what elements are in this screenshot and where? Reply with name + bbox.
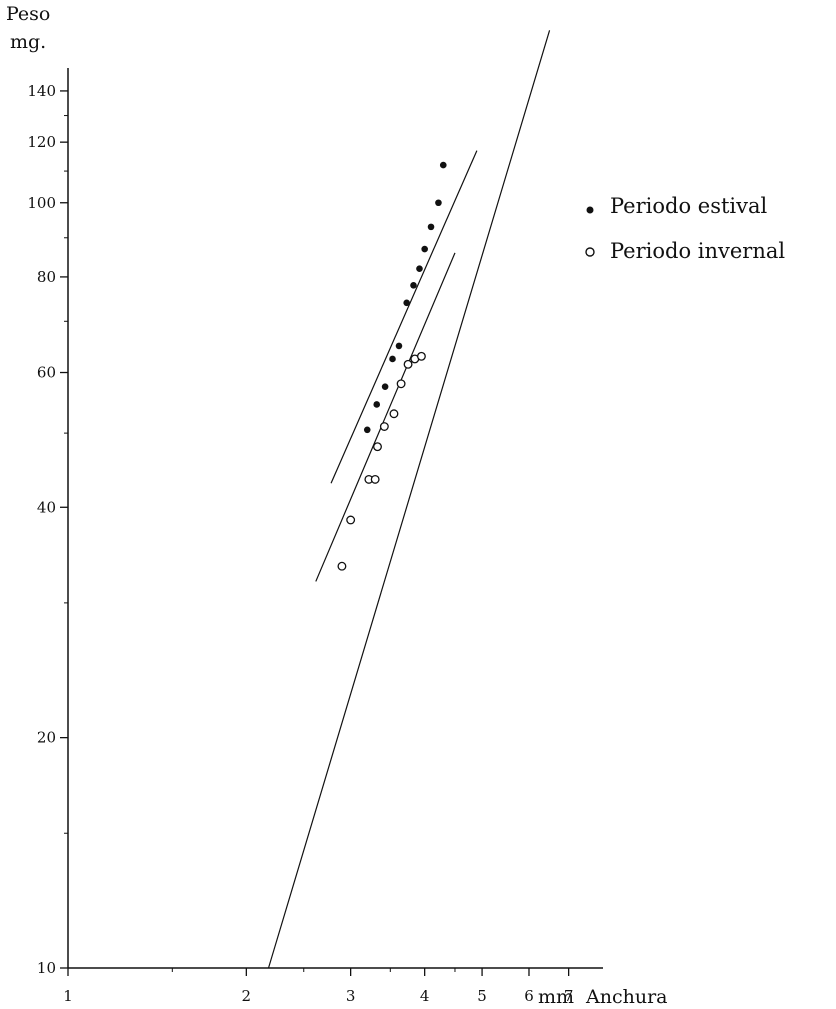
fit-line-0 [330,150,478,484]
legend-label-invernal: Periodo invernal [610,239,785,263]
point-invernal [346,515,356,525]
fit-line-2 [267,30,551,969]
point-invernal [373,442,382,452]
y-tick-label: 120 [27,133,56,151]
point-estival [435,199,442,207]
x-tick-label: 1 [63,987,73,1005]
tick-marks [60,90,570,976]
legend-label-estival: Periodo estival [610,194,768,218]
point-estival [373,401,381,408]
x-tick-label: 3 [346,987,356,1005]
point-invernal [379,422,389,431]
point-estival [381,383,389,390]
y-tick-label: 20 [37,729,56,747]
axes [67,68,603,969]
point-estival [410,282,417,289]
y-axis-title-line2: mg. [10,31,46,53]
point-estival [427,223,435,231]
legend: Periodo estival Periodo invernal [585,194,785,263]
fit-lines [267,30,551,969]
y-tick-label: 40 [37,498,56,516]
legend-marker-estival [586,206,594,214]
y-tick-label: 140 [27,82,56,100]
point-invernal [370,474,380,484]
y-tick-label: 60 [37,364,56,382]
x-tick-label: 2 [242,987,252,1005]
x-tick-label: 6 [524,987,534,1005]
y-tick-label: 80 [37,268,56,286]
point-estival [395,342,403,350]
x-tick-label: 4 [420,987,430,1005]
minor-ticks [64,115,456,972]
point-invernal [389,409,399,419]
x-tick-label: 5 [477,987,487,1005]
point-invernal [337,561,347,571]
point-estival [439,161,447,169]
y-tick-label: 100 [27,194,56,212]
point-estival [421,245,428,253]
fit-line-1 [315,252,456,582]
legend-marker-invernal [585,247,595,257]
point-invernal [416,351,426,361]
point-invernal [396,379,406,389]
tick-labels: 1 2 3 4 5 6 7 10 20 40 60 80 100 120 140 [27,82,573,1005]
y-tick-label: 10 [37,959,56,977]
x-tick-label: 7 [564,987,574,1005]
x-axis-title: Anchura [585,986,667,1008]
point-estival [389,355,396,363]
y-axis-title-line1: Peso [6,3,50,25]
point-estival [363,426,371,434]
point-estival [403,299,410,307]
data-points [337,161,447,571]
x-axis-unit: mm [538,986,574,1008]
point-invernal [403,359,413,369]
point-estival [416,265,423,273]
